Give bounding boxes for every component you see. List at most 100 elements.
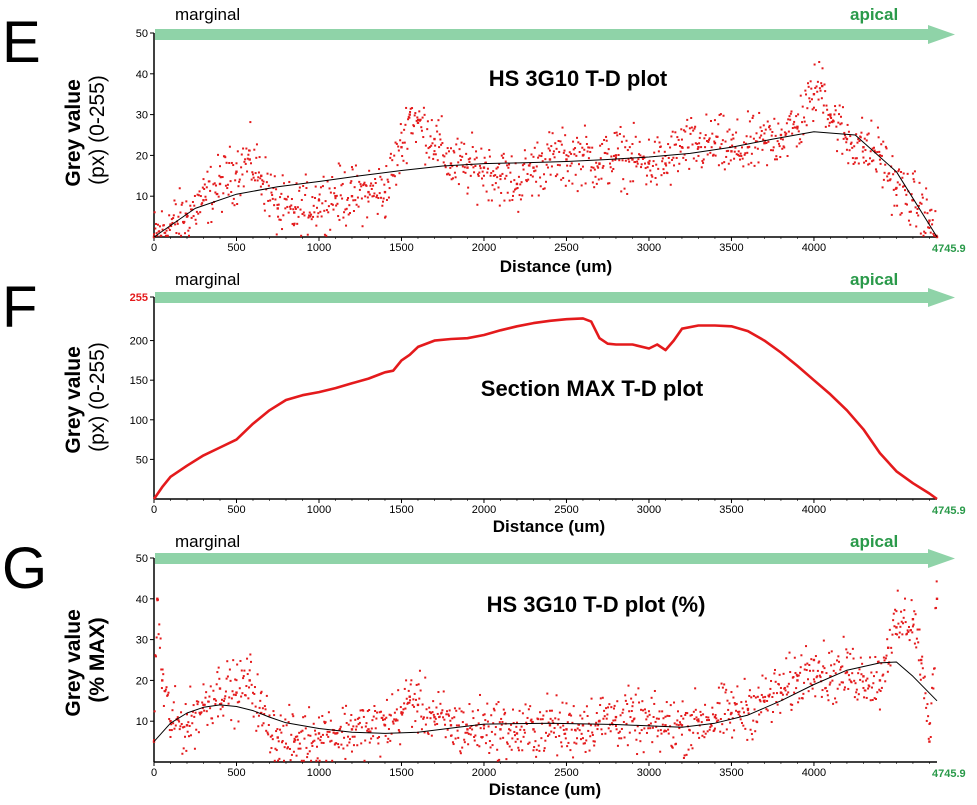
- data-point: [642, 751, 645, 754]
- data-point: [789, 671, 792, 674]
- data-point: [248, 679, 251, 682]
- data-point: [370, 727, 373, 730]
- data-point: [706, 153, 709, 156]
- data-point: [482, 184, 485, 187]
- data-point: [416, 116, 419, 119]
- arrow-head: [928, 288, 955, 307]
- data-point: [529, 174, 532, 177]
- data-point: [178, 232, 181, 235]
- data-point: [546, 692, 549, 695]
- data-point: [384, 734, 387, 737]
- data-point: [713, 715, 717, 719]
- data-point: [583, 710, 586, 713]
- data-point: [248, 686, 251, 689]
- data-point: [827, 113, 830, 116]
- data-point: [484, 742, 487, 745]
- data-point: [158, 646, 161, 649]
- data-point: [865, 679, 868, 682]
- data-point: [614, 725, 617, 728]
- data-point: [253, 179, 256, 182]
- data-point: [893, 625, 896, 628]
- data-point: [681, 146, 684, 149]
- data-point: [719, 730, 722, 733]
- data-point: [774, 158, 777, 161]
- data-point: [752, 114, 755, 117]
- data-point: [878, 688, 881, 691]
- data-point: [770, 134, 773, 137]
- data-point: [343, 171, 346, 174]
- data-point: [422, 716, 425, 719]
- data-point: [271, 738, 274, 741]
- data-point: [424, 676, 427, 679]
- data-point: [766, 709, 769, 712]
- panel-letter: E: [2, 10, 41, 75]
- data-point: [408, 113, 411, 116]
- data-point: [861, 150, 864, 153]
- data-point: [611, 159, 614, 162]
- data-point: [281, 228, 284, 231]
- data-point: [279, 714, 282, 717]
- data-point: [797, 674, 800, 677]
- data-point: [365, 722, 368, 725]
- data-point: [564, 732, 567, 735]
- data-point: [446, 173, 449, 176]
- data-point: [743, 677, 746, 680]
- data-point: [625, 722, 628, 725]
- data-point: [895, 193, 898, 196]
- data-point: [376, 711, 379, 714]
- data-point: [557, 139, 560, 142]
- data-point: [559, 140, 562, 143]
- data-point: [546, 166, 549, 169]
- data-point: [678, 162, 681, 165]
- data-point: [363, 759, 366, 762]
- data-point: [224, 156, 227, 159]
- data-point: [446, 147, 449, 150]
- data-point: [862, 675, 865, 678]
- data-point: [570, 162, 573, 165]
- data-point: [189, 685, 192, 688]
- data-point: [906, 629, 909, 632]
- data-point: [908, 639, 911, 642]
- data-point: [212, 183, 215, 186]
- data-point: [539, 176, 542, 179]
- data-point: [201, 186, 204, 189]
- data-point: [899, 625, 902, 628]
- data-point: [582, 153, 585, 156]
- data-point: [622, 178, 625, 181]
- data-point: [759, 700, 762, 703]
- data-point: [401, 141, 404, 144]
- data-point: [490, 171, 493, 174]
- data-point: [220, 702, 223, 705]
- data-point: [730, 711, 733, 715]
- data-point: [608, 182, 611, 185]
- data-point: [444, 723, 447, 726]
- data-point: [532, 155, 535, 158]
- data-point: [592, 166, 595, 169]
- data-point: [617, 731, 620, 734]
- data-point: [636, 753, 639, 756]
- data-point: [659, 729, 662, 732]
- data-point: [574, 147, 577, 150]
- data-point: [610, 706, 613, 709]
- data-point: [241, 173, 244, 176]
- data-point: [911, 625, 914, 628]
- data-point: [779, 686, 782, 689]
- data-point: [730, 150, 733, 153]
- y-tick-label: 150: [130, 375, 148, 387]
- data-point: [918, 181, 921, 184]
- data-point: [756, 147, 759, 150]
- data-point: [675, 156, 678, 159]
- data-point: [220, 698, 223, 701]
- data-point: [570, 728, 573, 731]
- data-point: [376, 212, 379, 215]
- data-point: [444, 166, 447, 169]
- data-point: [587, 729, 590, 732]
- data-point: [499, 737, 502, 740]
- data-point: [451, 741, 454, 744]
- data-point: [655, 717, 658, 720]
- y-top-tick-label: 50: [136, 553, 148, 565]
- data-point: [458, 148, 461, 151]
- data-point: [642, 709, 645, 712]
- data-point: [550, 709, 553, 712]
